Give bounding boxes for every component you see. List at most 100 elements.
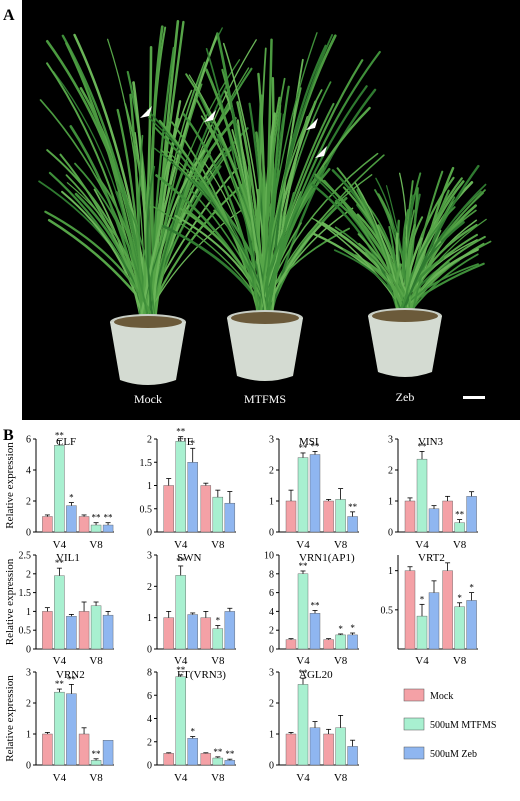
chart-title: VRT2 (418, 552, 445, 564)
legend-label: Mock (430, 691, 453, 702)
y-tick-label: 1 (147, 613, 152, 624)
chart-title: SWN (177, 552, 202, 564)
y-tick-label: 2 (26, 497, 31, 508)
y-tick-label: 2 (269, 699, 274, 710)
y-tick-label: 3 (388, 435, 393, 446)
leaf-blade (264, 112, 282, 316)
bar (200, 617, 212, 650)
bar (335, 727, 346, 766)
significance-label: ** (311, 600, 321, 610)
chart-title: VRN2 (56, 669, 85, 681)
x-tick-label: V4 (174, 772, 188, 784)
bar (323, 500, 334, 533)
bar (187, 614, 198, 650)
significance-label: ** (55, 558, 65, 568)
leaf-blade (236, 119, 267, 316)
y-tick-label: 2 (388, 466, 393, 477)
panel-a-label: A (3, 7, 15, 24)
bar (416, 458, 428, 533)
significance-label: ** (299, 443, 309, 453)
y-tick-label: 1.5 (140, 458, 153, 469)
significance-label: ** (299, 668, 309, 678)
legend-label: 500uM Zeb (430, 749, 477, 760)
bar (212, 757, 224, 766)
x-tick-label: V4 (53, 772, 67, 784)
pot-label-mock: Mock (134, 392, 162, 406)
leaf-blade (407, 235, 486, 313)
y-tick-label: 3 (26, 668, 31, 679)
x-tick-label: V8 (211, 655, 225, 667)
y-tick-label: 4 (147, 714, 152, 725)
y-axis-label: Relative expression (4, 558, 16, 645)
bar (416, 615, 428, 650)
bar (297, 457, 309, 533)
significance-label: ** (213, 747, 223, 757)
bar (404, 500, 416, 533)
y-tick-label: 0.5 (19, 626, 32, 637)
bar (442, 570, 453, 650)
significance-label: * (216, 616, 221, 626)
bar (442, 500, 453, 533)
plant-foliage (38, 19, 492, 320)
arrowhead-icon (306, 118, 318, 130)
y-tick-label: 1 (26, 607, 31, 618)
x-tick-label: V8 (334, 539, 348, 551)
bar (66, 616, 77, 650)
leaf-blade (93, 188, 142, 319)
y-tick-label: 0.5 (140, 504, 153, 515)
bar (335, 499, 346, 533)
bar (309, 727, 321, 766)
significance-label: * (457, 593, 462, 603)
bar (297, 573, 309, 650)
x-tick-label: V8 (211, 539, 225, 551)
bar (54, 445, 65, 533)
significance-label: ** (67, 674, 77, 684)
x-tick-label: V8 (453, 539, 467, 551)
bar (454, 606, 465, 650)
bar (102, 740, 114, 766)
bar (309, 613, 321, 650)
chart-title: VIL1 (56, 552, 80, 564)
bar (224, 611, 236, 650)
y-tick-label: 1 (147, 481, 152, 492)
significance-label: ** (92, 513, 102, 523)
bar (187, 738, 198, 766)
x-tick-label: V8 (211, 772, 225, 784)
y-tick-label: 0 (147, 761, 152, 772)
bar (42, 733, 53, 766)
significance-label: ** (176, 556, 186, 566)
y-tick-label: 3 (269, 668, 274, 679)
bar (78, 516, 90, 533)
bar (54, 575, 65, 650)
y-tick-label: 1 (269, 497, 274, 508)
y-tick-label: 0 (269, 645, 274, 656)
bar (42, 516, 53, 533)
bar (285, 639, 297, 650)
x-tick-label: V8 (334, 772, 348, 784)
y-tick-label: 6 (147, 691, 152, 702)
panel-b-label: B (3, 427, 14, 444)
significance-label: ** (176, 427, 186, 437)
leaf-blade (401, 206, 456, 313)
arrowhead-icon (315, 146, 327, 158)
leaf-blade (354, 182, 404, 313)
bar (78, 611, 90, 650)
leaf-blade (149, 19, 180, 320)
leaf-blade (323, 179, 410, 313)
legend-swatch (403, 717, 425, 731)
significance-label: * (350, 623, 355, 633)
bar (297, 684, 309, 766)
bar (428, 592, 440, 650)
x-tick-label: V4 (296, 772, 310, 784)
x-tick-label: V8 (453, 655, 467, 667)
bar (285, 500, 297, 533)
chart-vrt2: 0.5 1 VRT2 * V4 * * V8 (381, 552, 478, 667)
y-tick-label: 0 (269, 761, 274, 772)
x-tick-label: V8 (334, 655, 348, 667)
leaf-blade (115, 180, 156, 319)
significance-label: * (190, 727, 195, 737)
plant-photo: A Mock MTFMS Zeb (3, 0, 520, 420)
significance-label: ** (225, 749, 235, 759)
